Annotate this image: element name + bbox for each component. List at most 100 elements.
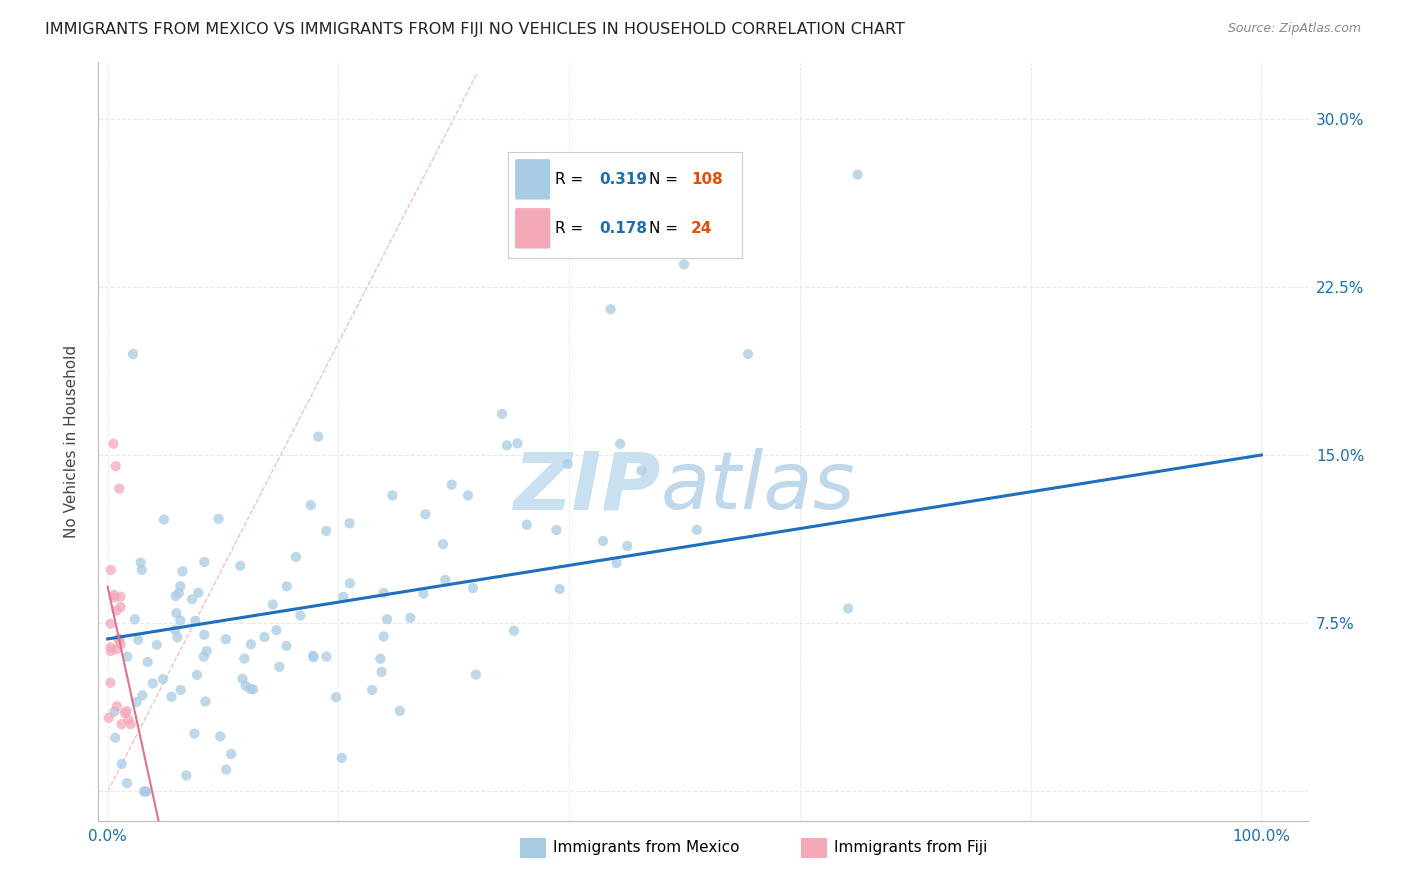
Point xyxy=(219,747,242,761)
Point xyxy=(207,512,229,526)
Point xyxy=(315,524,337,538)
Point xyxy=(606,556,628,570)
Point xyxy=(152,672,174,686)
Point xyxy=(276,579,298,593)
Text: ZIP: ZIP xyxy=(513,448,661,526)
Point xyxy=(609,437,631,451)
Point xyxy=(169,579,191,593)
Point xyxy=(269,660,291,674)
Point xyxy=(242,682,264,697)
Point xyxy=(461,581,484,595)
Point xyxy=(276,639,298,653)
Point xyxy=(546,523,568,537)
Point xyxy=(599,302,621,317)
Point xyxy=(117,713,139,727)
Point xyxy=(110,600,132,615)
Point xyxy=(117,649,139,664)
Point xyxy=(235,679,257,693)
Point xyxy=(399,611,422,625)
Point xyxy=(110,590,132,604)
Point xyxy=(104,459,127,474)
Point xyxy=(630,464,652,478)
Point xyxy=(388,704,411,718)
Point xyxy=(176,768,198,782)
Point xyxy=(153,512,176,526)
Text: 0.319: 0.319 xyxy=(599,172,647,186)
Point xyxy=(134,784,156,798)
Point xyxy=(167,586,190,600)
Point xyxy=(302,648,325,663)
Point xyxy=(129,556,152,570)
FancyBboxPatch shape xyxy=(515,208,550,249)
Point xyxy=(432,537,454,551)
Point xyxy=(253,630,276,644)
Point xyxy=(110,717,132,731)
Text: N =: N = xyxy=(648,221,682,235)
Point xyxy=(181,592,204,607)
Point xyxy=(592,534,614,549)
Point xyxy=(370,665,392,679)
Point xyxy=(332,590,354,604)
Text: 0.178: 0.178 xyxy=(599,221,647,235)
Text: Source: ZipAtlas.com: Source: ZipAtlas.com xyxy=(1227,22,1361,36)
Point xyxy=(127,632,149,647)
Point xyxy=(165,623,187,637)
Point xyxy=(122,347,145,361)
Point xyxy=(307,430,329,444)
Point xyxy=(100,644,122,658)
Point xyxy=(516,517,538,532)
Point xyxy=(103,437,125,451)
Point xyxy=(361,682,384,697)
Point xyxy=(284,549,307,564)
Point xyxy=(169,613,191,627)
Point xyxy=(209,730,232,744)
Text: Immigrants from Mexico: Immigrants from Mexico xyxy=(553,840,740,855)
Text: 108: 108 xyxy=(690,172,723,186)
Point xyxy=(339,576,361,591)
Point xyxy=(464,667,486,681)
Point xyxy=(266,624,288,638)
Point xyxy=(114,706,136,720)
Point xyxy=(107,632,129,646)
Point xyxy=(131,563,153,577)
Point xyxy=(339,516,361,531)
Point xyxy=(239,637,262,651)
Text: R =: R = xyxy=(555,221,588,235)
Point xyxy=(110,637,132,651)
Point xyxy=(239,681,262,696)
Point xyxy=(837,601,859,615)
Point xyxy=(172,564,194,578)
Point xyxy=(375,612,398,626)
Point xyxy=(105,604,128,618)
Text: IMMIGRANTS FROM MEXICO VS IMMIGRANTS FROM FIJI NO VEHICLES IN HOUSEHOLD CORRELAT: IMMIGRANTS FROM MEXICO VS IMMIGRANTS FRO… xyxy=(45,22,905,37)
Point xyxy=(673,257,696,271)
Point xyxy=(134,784,156,798)
Point xyxy=(557,457,579,471)
Point xyxy=(111,756,134,771)
Point xyxy=(183,727,205,741)
Point xyxy=(415,508,437,522)
Point xyxy=(302,650,325,665)
Point xyxy=(125,695,148,709)
Point xyxy=(104,731,127,745)
Text: R =: R = xyxy=(555,172,588,186)
Point xyxy=(616,539,638,553)
Text: N =: N = xyxy=(648,172,682,186)
Text: atlas: atlas xyxy=(661,448,855,526)
Point xyxy=(105,699,128,714)
Point xyxy=(412,586,434,600)
Point xyxy=(187,586,209,600)
Point xyxy=(184,614,207,628)
Point xyxy=(146,638,169,652)
Point xyxy=(124,612,146,626)
Point xyxy=(160,690,183,704)
Point xyxy=(315,649,337,664)
Point xyxy=(193,649,215,664)
Point xyxy=(846,168,869,182)
Point xyxy=(131,689,153,703)
Point xyxy=(105,642,128,657)
Point xyxy=(373,629,395,643)
Point xyxy=(290,608,312,623)
Point xyxy=(194,694,217,708)
Text: 24: 24 xyxy=(690,221,713,235)
